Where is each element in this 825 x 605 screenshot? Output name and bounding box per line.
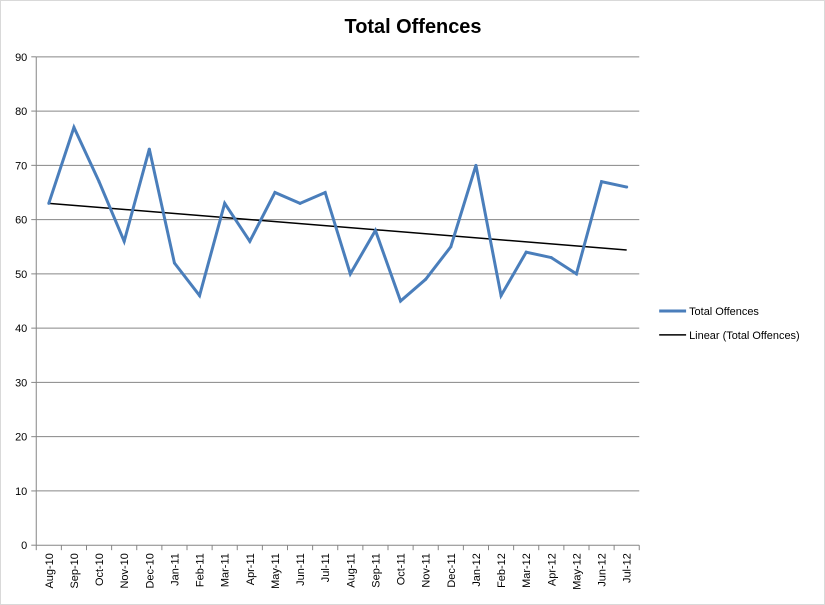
data-point xyxy=(248,239,252,243)
legend: Total Offences Linear (Total Offences) xyxy=(659,306,800,342)
trendline xyxy=(48,202,627,251)
data-point xyxy=(499,294,503,298)
x-tick-label: Sep-10 xyxy=(69,553,81,588)
data-point xyxy=(273,190,277,194)
data-point xyxy=(122,239,126,243)
y-tick-label: 90 xyxy=(15,52,27,64)
x-tick-label: Jan-12 xyxy=(471,553,483,587)
y-tick-label: 80 xyxy=(15,106,27,118)
x-tick-label: Dec-11 xyxy=(446,553,458,588)
gridlines xyxy=(36,56,640,492)
data-point xyxy=(223,201,227,205)
y-tick-label: 40 xyxy=(15,323,27,335)
x-tick-label: Mar-12 xyxy=(521,553,533,588)
x-tick-label: Aug-11 xyxy=(345,553,357,588)
data-point xyxy=(298,201,302,205)
y-axis: 0 10 20 30 40 50 60 70 80 90 xyxy=(15,52,37,552)
data-point xyxy=(198,294,202,298)
x-tick-label: Dec-10 xyxy=(144,553,156,588)
data-point xyxy=(47,201,51,205)
x-tick-label: Jan-11 xyxy=(169,553,181,586)
x-axis: Aug-10 Sep-10 Oct-10 Nov-10 Dec-10 Jan-11 Feb-… xyxy=(35,544,640,590)
y-tick-label: 50 xyxy=(15,269,27,281)
series-line xyxy=(47,123,628,304)
y-tick-label: 30 xyxy=(15,377,27,389)
data-point xyxy=(524,250,528,254)
x-tick-label: Jul-12 xyxy=(622,553,634,583)
x-tick-label: Apr-11 xyxy=(245,553,257,585)
data-point xyxy=(549,256,553,260)
x-tick-label: Jun-11 xyxy=(295,553,307,586)
data-point xyxy=(574,272,578,276)
y-tick-label: 60 xyxy=(15,215,27,227)
data-point xyxy=(72,125,76,129)
data-point xyxy=(625,185,629,189)
y-tick-label: 70 xyxy=(15,160,27,172)
x-tick-label: Jul-11 xyxy=(320,553,332,582)
data-point xyxy=(147,147,151,151)
y-tick-label: 20 xyxy=(15,432,27,444)
data-point xyxy=(424,277,428,281)
x-tick-label: Jun-12 xyxy=(597,553,609,587)
data-point xyxy=(449,245,453,249)
x-tick-label: Apr-12 xyxy=(546,553,558,586)
y-tick-label: 10 xyxy=(15,486,27,498)
chart-title: Total Offences xyxy=(345,16,482,38)
series-group xyxy=(47,123,629,304)
x-tick-label: Sep-11 xyxy=(370,553,382,588)
data-point xyxy=(97,180,101,184)
x-tick-label: Oct-11 xyxy=(396,553,408,585)
x-tick-label: May-12 xyxy=(571,553,583,590)
y-tick-label: 0 xyxy=(21,540,27,552)
legend-label: Total Offences xyxy=(689,306,759,318)
data-point xyxy=(600,180,604,184)
data-point xyxy=(348,272,352,276)
data-point xyxy=(474,163,478,167)
x-tick-label: Feb-11 xyxy=(195,553,207,587)
legend-label-trend: Linear (Total Offences) xyxy=(689,330,800,342)
x-tick-label: Nov-10 xyxy=(119,553,131,588)
x-tick-label: Mar-11 xyxy=(220,553,232,587)
data-point xyxy=(373,228,377,232)
x-tick-label: Nov-11 xyxy=(421,553,433,587)
x-tick-label: Aug-10 xyxy=(44,553,56,588)
trendline-group xyxy=(48,202,627,251)
x-tick-label: Oct-10 xyxy=(94,553,106,586)
data-point xyxy=(399,299,403,303)
x-tick-label: May-11 xyxy=(270,553,282,589)
data-point xyxy=(172,261,176,265)
x-tick-label: Feb-12 xyxy=(496,553,508,588)
data-point xyxy=(323,190,327,194)
